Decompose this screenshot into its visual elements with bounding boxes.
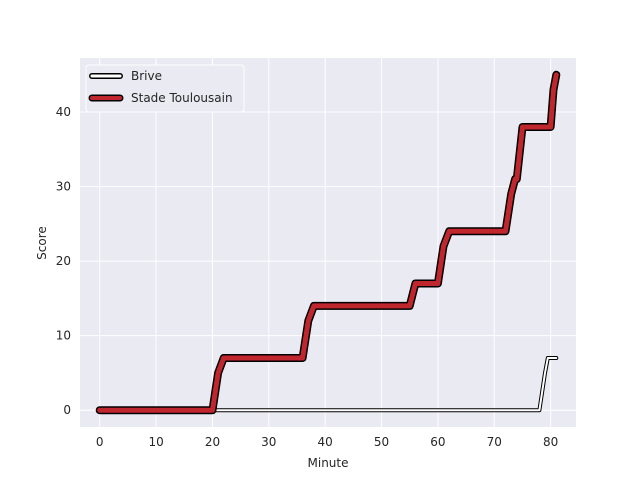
x-tick-label: 50 xyxy=(374,435,389,449)
x-tick-label: 40 xyxy=(318,435,333,449)
legend: Brive Stade Toulousain xyxy=(85,64,245,113)
series-line-stade-toulousain xyxy=(97,72,559,413)
y-axis-label: Score xyxy=(35,226,49,260)
x-axis-label: Minute xyxy=(308,456,349,470)
legend-label-toulouse: Stade Toulousain xyxy=(131,91,233,105)
y-tick-label: 30 xyxy=(56,180,71,194)
series-layer xyxy=(95,70,561,415)
grid xyxy=(80,58,576,427)
series-line-brive xyxy=(98,357,558,412)
x-tick-label: 80 xyxy=(543,435,558,449)
legend-box xyxy=(85,64,245,113)
y-tick-label: 10 xyxy=(56,329,71,343)
x-tick-label: 60 xyxy=(430,435,445,449)
x-tick-label: 20 xyxy=(205,435,220,449)
legend-label-brive: Brive xyxy=(131,69,162,83)
x-tick-label: 10 xyxy=(148,435,163,449)
y-tick-label: 20 xyxy=(56,254,71,268)
plot-background xyxy=(80,58,576,427)
x-tick-label: 30 xyxy=(261,435,276,449)
x-tick-label: 0 xyxy=(96,435,104,449)
x-ticks: 0 10 20 30 40 50 60 70 80 xyxy=(96,435,558,449)
x-tick-label: 70 xyxy=(487,435,502,449)
y-tick-label: 0 xyxy=(63,403,71,417)
y-ticks: 0 10 20 30 40 xyxy=(56,105,71,417)
y-tick-label: 40 xyxy=(56,105,71,119)
